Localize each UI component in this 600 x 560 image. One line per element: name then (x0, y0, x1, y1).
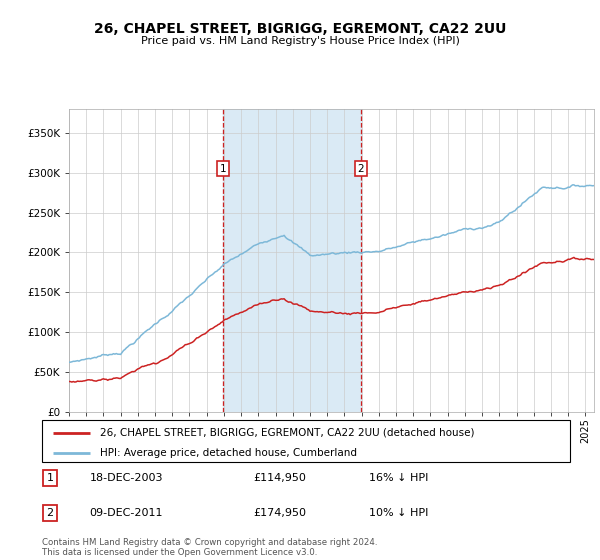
Text: HPI: Average price, detached house, Cumberland: HPI: Average price, detached house, Cumb… (100, 448, 357, 458)
Text: 16% ↓ HPI: 16% ↓ HPI (370, 473, 429, 483)
Text: Contains HM Land Registry data © Crown copyright and database right 2024.
This d: Contains HM Land Registry data © Crown c… (42, 538, 377, 557)
Text: 09-DEC-2011: 09-DEC-2011 (89, 508, 163, 518)
Text: 2: 2 (357, 164, 364, 174)
Text: £174,950: £174,950 (253, 508, 306, 518)
Text: 1: 1 (220, 164, 227, 174)
FancyBboxPatch shape (42, 420, 570, 462)
Text: 2: 2 (46, 508, 53, 518)
Text: 1: 1 (46, 473, 53, 483)
Text: 26, CHAPEL STREET, BIGRIGG, EGREMONT, CA22 2UU: 26, CHAPEL STREET, BIGRIGG, EGREMONT, CA… (94, 22, 506, 36)
Bar (223, 109, 361, 412)
Text: 10% ↓ HPI: 10% ↓ HPI (370, 508, 429, 518)
Text: £114,950: £114,950 (253, 473, 306, 483)
Text: 18-DEC-2003: 18-DEC-2003 (89, 473, 163, 483)
Text: Price paid vs. HM Land Registry's House Price Index (HPI): Price paid vs. HM Land Registry's House … (140, 36, 460, 46)
Text: 26, CHAPEL STREET, BIGRIGG, EGREMONT, CA22 2UU (detached house): 26, CHAPEL STREET, BIGRIGG, EGREMONT, CA… (100, 428, 475, 437)
